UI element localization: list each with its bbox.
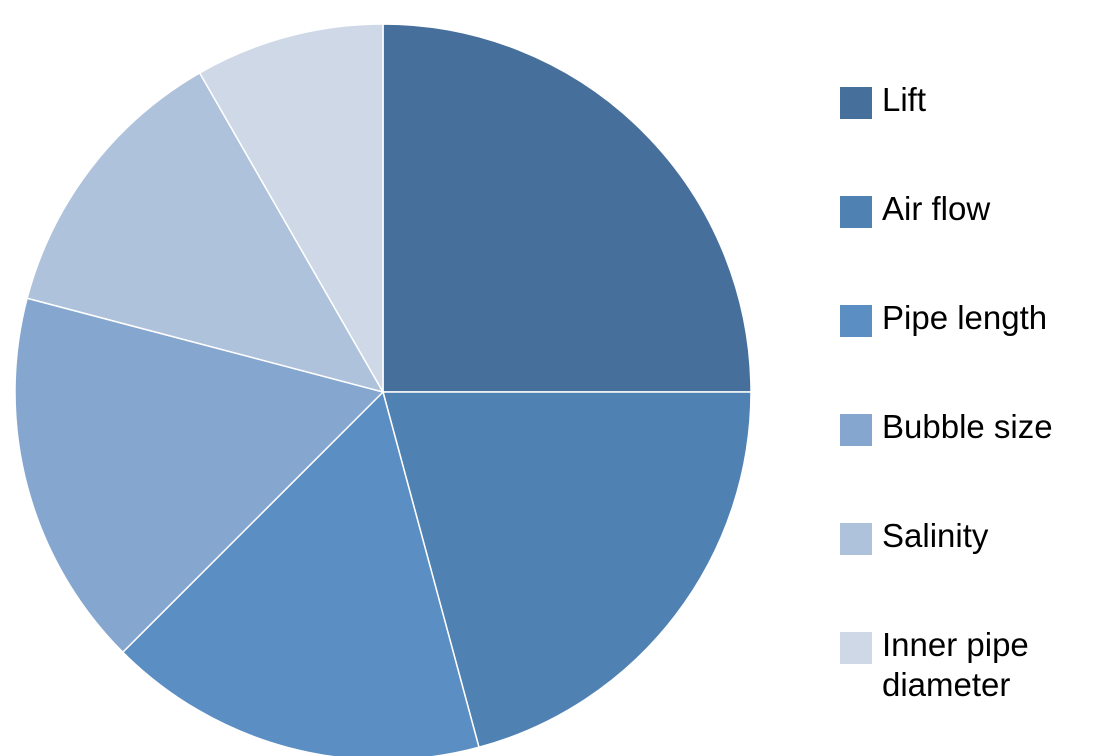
legend-swatch [840, 414, 872, 446]
pie-slice [382, 391, 752, 749]
legend-swatch [840, 632, 872, 664]
legend-swatch [840, 87, 872, 119]
legend-item: Pipe length [840, 298, 1097, 338]
legend-label: Air flow [882, 190, 991, 227]
legend-item: Lift [840, 80, 1097, 120]
legend-item: Inner pipe diameter [840, 625, 1097, 705]
legend-swatch [840, 196, 872, 228]
pie-slice [14, 297, 385, 654]
legend-label: Lift [882, 81, 927, 118]
pie-slice [382, 23, 752, 393]
legend-label: Inner pipe diameter [882, 626, 1029, 703]
pie-slice [121, 390, 480, 756]
legend-item: Air flow [840, 189, 1097, 229]
pie-slice [198, 23, 384, 395]
legend-item: Salinity [840, 516, 1097, 556]
legend-label: Pipe length [882, 299, 1048, 336]
legend-label: Salinity [882, 517, 989, 554]
legend-label: Bubble size [882, 408, 1053, 445]
legend-swatch [840, 305, 872, 337]
pie-slice [26, 71, 385, 394]
legend-swatch [840, 523, 872, 555]
legend-item: Bubble size [840, 407, 1097, 447]
